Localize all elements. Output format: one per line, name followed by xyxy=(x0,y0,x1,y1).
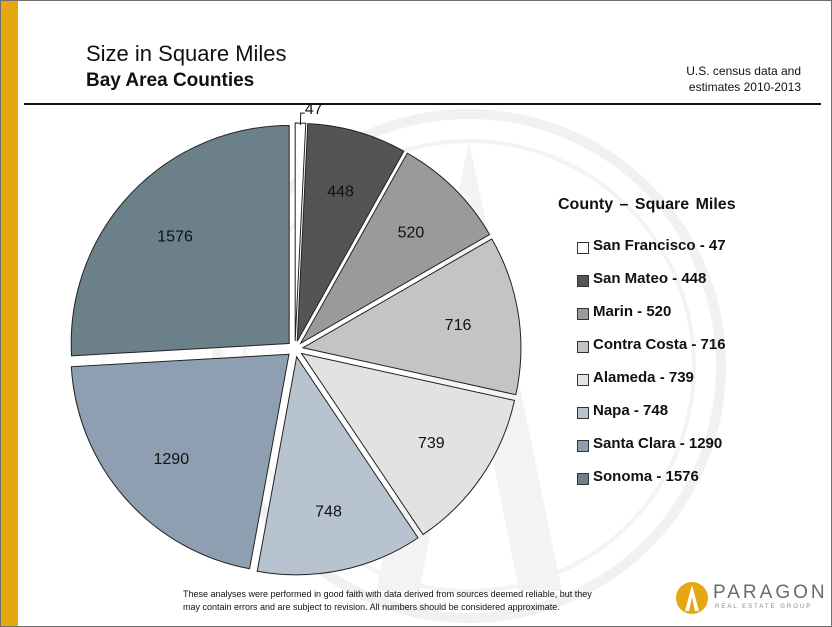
pie-slice-san-mateo xyxy=(296,123,405,342)
data-label-napa: 748 xyxy=(315,504,342,521)
paragon-logo-icon xyxy=(676,582,708,614)
data-label-contra-costa: 716 xyxy=(445,317,472,334)
leader-line-san-francisco xyxy=(299,112,305,126)
disclaimer-line-2: may contain errors and are subject to re… xyxy=(183,602,560,612)
legend-label: San Mateo - 448 xyxy=(593,270,707,287)
pie-slice-contra-costa xyxy=(301,238,522,396)
pie-slice-alameda xyxy=(300,352,516,536)
data-label-santa-clara: 1290 xyxy=(154,451,190,468)
legend-item-alameda: Alameda - 739 xyxy=(577,369,726,402)
pie-slice-sonoma xyxy=(70,125,290,357)
pie-slice-marin xyxy=(299,152,491,345)
legend-item-santa-clara: Santa Clara - 1290 xyxy=(577,435,726,468)
legend-item-san-mateo: San Mateo - 448 xyxy=(577,270,726,303)
legend-swatch xyxy=(577,473,589,485)
legend-swatch xyxy=(577,275,589,287)
legend-label: Contra Costa - 716 xyxy=(593,336,726,353)
paragon-logo: PARAGON REAL ESTATE GROUP xyxy=(675,579,825,619)
legend-title: County – Square Miles xyxy=(558,196,736,213)
pie-slice-santa-clara xyxy=(70,353,290,570)
legend-item-contra-costa: Contra Costa - 716 xyxy=(577,336,726,369)
legend-swatch xyxy=(577,242,589,254)
data-label-alameda: 739 xyxy=(418,435,445,452)
disclaimer: These analyses were performed in good fa… xyxy=(183,588,592,614)
legend-swatch xyxy=(577,308,589,320)
legend-label: San Francisco - 47 xyxy=(593,237,726,254)
legend-item-napa: Napa - 748 xyxy=(577,402,726,435)
logo-wordmark: PARAGON xyxy=(713,582,828,603)
disclaimer-line-1: These analyses were performed in good fa… xyxy=(183,589,592,599)
data-label-san-mateo: 448 xyxy=(327,183,354,200)
chart-title: Size in Square Miles xyxy=(86,41,287,66)
pie-slice-napa xyxy=(256,355,419,576)
source-line-2: estimates 2010-2013 xyxy=(688,80,801,94)
logo-tagline: REAL ESTATE GROUP xyxy=(715,604,813,610)
data-label-sonoma: 1576 xyxy=(157,229,193,246)
legend-item-sonoma: Sonoma - 1576 xyxy=(577,468,726,501)
legend-item-san-francisco: San Francisco - 47 xyxy=(577,237,726,270)
source-line-1: U.S. census data and xyxy=(686,64,801,78)
legend-swatch xyxy=(577,374,589,386)
legend-swatch xyxy=(577,341,589,353)
legend-label: Sonoma - 1576 xyxy=(593,468,699,485)
legend-label: Napa - 748 xyxy=(593,402,669,419)
data-label-san-francisco: 47 xyxy=(305,101,323,118)
accent-stripe xyxy=(1,1,18,626)
legend-label: Marin - 520 xyxy=(593,303,672,320)
chart-subtitle: Bay Area Counties xyxy=(86,70,255,91)
header-divider xyxy=(24,103,821,105)
data-label-marin: 520 xyxy=(398,225,425,242)
legend-label: Alameda - 739 xyxy=(593,369,694,386)
legend-label: Santa Clara - 1290 xyxy=(593,435,723,452)
source-note: U.S. census data and estimates 2010-2013 xyxy=(686,63,801,95)
legend: San Francisco - 47 San Mateo - 448 Marin -… xyxy=(577,237,726,501)
legend-swatch xyxy=(577,407,589,419)
legend-swatch xyxy=(577,440,589,452)
legend-item-marin: Marin - 520 xyxy=(577,303,726,336)
